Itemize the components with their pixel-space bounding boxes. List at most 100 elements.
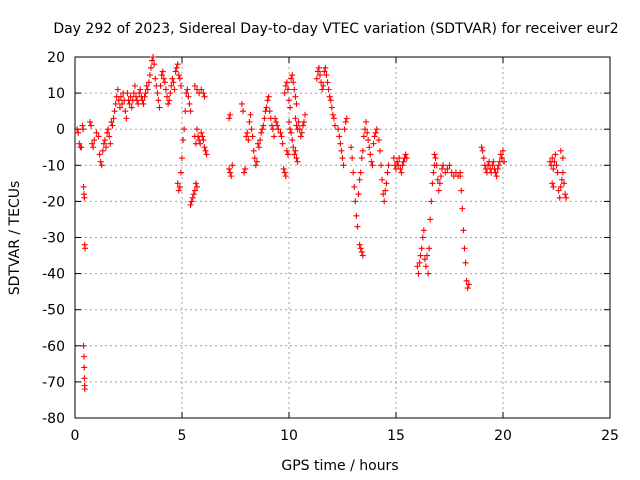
data-point	[176, 183, 183, 190]
data-point	[288, 129, 295, 136]
data-point	[380, 191, 387, 198]
data-point	[372, 129, 379, 136]
data-point	[80, 183, 87, 190]
data-point	[417, 252, 424, 259]
data-point	[338, 147, 345, 154]
x-tick-label: 25	[601, 428, 619, 444]
data-point	[328, 104, 335, 111]
data-point	[498, 155, 505, 162]
data-point	[436, 180, 443, 187]
data-point	[314, 68, 321, 75]
data-point	[293, 155, 300, 162]
data-point	[439, 165, 446, 172]
data-point	[397, 165, 404, 172]
data-point	[327, 97, 334, 104]
data-point	[548, 162, 555, 169]
data-point	[130, 90, 137, 97]
data-point	[143, 82, 150, 89]
y-tick-label: -40	[42, 267, 65, 283]
data-point	[381, 198, 388, 205]
data-point	[293, 100, 300, 107]
data-point	[497, 151, 504, 158]
data-point	[141, 93, 148, 100]
data-point	[174, 61, 181, 68]
data-point	[99, 147, 106, 154]
data-point	[336, 133, 343, 140]
data-point	[161, 79, 168, 86]
data-point	[359, 147, 366, 154]
data-point	[177, 169, 184, 176]
data-point	[302, 111, 309, 118]
data-point	[403, 155, 410, 162]
y-tick-label: 0	[56, 122, 65, 138]
data-point	[152, 75, 159, 82]
data-point	[337, 140, 344, 147]
data-point	[254, 140, 261, 147]
data-point	[371, 133, 378, 140]
data-point	[164, 93, 171, 100]
data-point	[98, 162, 105, 169]
data-point	[124, 90, 131, 97]
data-point	[435, 187, 442, 194]
data-point	[399, 162, 406, 169]
data-point	[156, 104, 163, 111]
data-point	[394, 158, 401, 165]
y-tick-label: -20	[42, 194, 65, 210]
data-point	[226, 115, 233, 122]
data-point	[147, 64, 154, 71]
data-point	[296, 126, 303, 133]
data-point	[390, 155, 397, 162]
data-point	[280, 165, 287, 172]
data-point	[446, 162, 453, 169]
plot-frame	[74, 56, 611, 419]
data-point	[319, 86, 326, 93]
data-point	[295, 118, 302, 125]
data-point	[558, 176, 565, 183]
data-point	[193, 126, 200, 133]
data-point	[458, 187, 465, 194]
data-point	[361, 126, 368, 133]
data-point	[193, 183, 200, 190]
data-point	[351, 183, 358, 190]
data-point	[340, 162, 347, 169]
data-point	[282, 173, 289, 180]
data-point	[174, 180, 181, 187]
data-point	[330, 115, 337, 122]
data-point	[290, 144, 297, 151]
data-point	[420, 227, 427, 234]
data-point	[350, 169, 357, 176]
data-point	[166, 97, 173, 104]
data-point	[100, 140, 107, 147]
data-point	[358, 155, 365, 162]
data-point	[432, 155, 439, 162]
data-point	[265, 93, 272, 100]
data-point	[343, 115, 350, 122]
data-point	[81, 194, 88, 201]
data-point	[288, 75, 295, 82]
data-point	[315, 64, 322, 71]
data-point	[457, 173, 464, 180]
data-point	[444, 165, 451, 172]
data-point	[198, 86, 205, 93]
data-point	[268, 122, 275, 129]
x-tick-label: 0	[71, 428, 80, 444]
data-point	[293, 122, 300, 129]
data-point	[101, 137, 108, 144]
data-point	[375, 137, 382, 144]
data-point	[433, 162, 440, 169]
data-point	[81, 375, 88, 382]
x-tick-label: 15	[387, 428, 405, 444]
data-point	[434, 176, 441, 183]
y-tick-label: -10	[42, 158, 65, 174]
data-point	[188, 198, 195, 205]
data-point	[201, 93, 208, 100]
data-point	[321, 68, 328, 75]
data-point	[463, 277, 470, 284]
data-point	[165, 100, 172, 107]
data-point	[284, 86, 291, 93]
data-point	[400, 158, 407, 165]
data-point	[550, 183, 557, 190]
data-point	[191, 187, 198, 194]
data-point	[300, 118, 307, 125]
data-point	[242, 165, 249, 172]
